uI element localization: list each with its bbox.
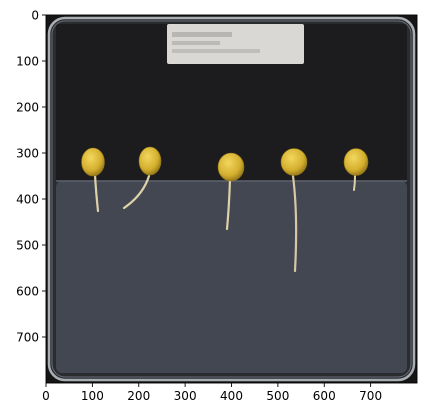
kernel-3: [217, 152, 245, 182]
kernel-4: [280, 148, 308, 176]
y-tick-label: 700: [16, 331, 39, 345]
label-text-block: [172, 41, 220, 45]
kernel-1: [81, 147, 105, 177]
x-axis-ticks: 0 100 200 300 400 500 600 700: [42, 383, 382, 403]
y-tick-label: 600: [16, 285, 39, 299]
x-tick-label: 200: [127, 389, 150, 403]
root-1: [93, 173, 100, 213]
root-4: [291, 174, 298, 273]
plate-inner-highlight: [51, 20, 412, 378]
kernel-5: [343, 148, 369, 176]
x-tick-label: 500: [266, 389, 289, 403]
x-tick-label: 400: [220, 389, 243, 403]
gel-area: [56, 181, 407, 373]
x-tick-label: 0: [42, 389, 50, 403]
root-2: [122, 174, 151, 210]
y-tick-label: 400: [16, 193, 39, 207]
roots: [93, 173, 356, 273]
x-tick-label: 700: [359, 389, 382, 403]
y-tick-label: 300: [16, 147, 39, 161]
y-tick-label: 100: [16, 55, 39, 69]
y-tick-label: 500: [16, 239, 39, 253]
label-text-block: [172, 32, 232, 37]
kernel-2: [138, 146, 162, 176]
y-tick-label: 0: [31, 9, 39, 23]
x-tick-label: 300: [174, 389, 197, 403]
x-tick-label: 600: [313, 389, 336, 403]
y-axis-ticks: 0 100 200 300 400 500 600 700: [16, 9, 46, 345]
kernels: [81, 146, 369, 182]
root-3: [225, 178, 232, 231]
root-5: [353, 175, 356, 191]
label-text-block: [172, 49, 260, 53]
y-tick-label: 200: [16, 101, 39, 115]
seedling-plate-photo: [46, 15, 417, 383]
x-tick-label: 100: [81, 389, 104, 403]
